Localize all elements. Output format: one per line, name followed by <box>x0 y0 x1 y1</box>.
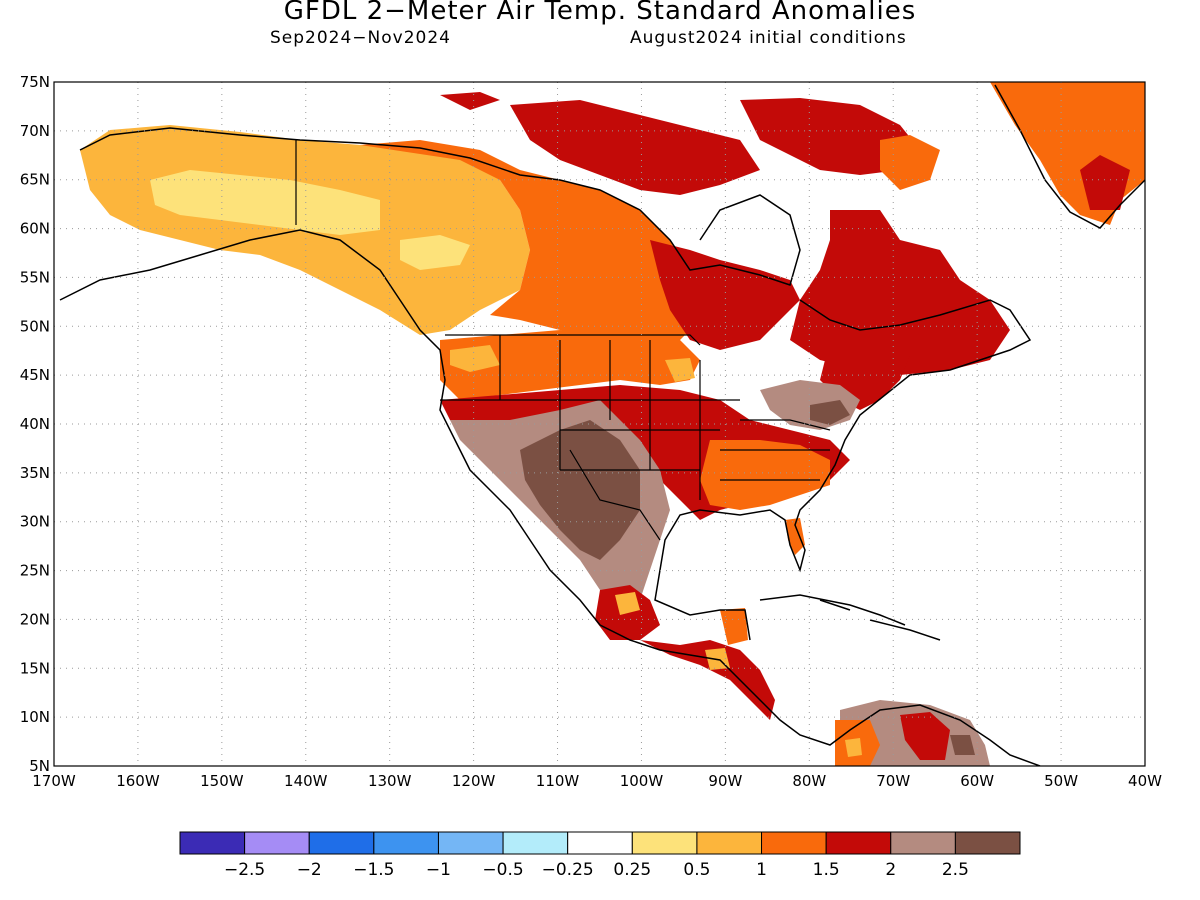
colorbar-tick-label: 2 <box>885 860 896 880</box>
lat-label: 55N <box>20 268 50 286</box>
anomaly-shading <box>80 82 1145 766</box>
colorbar-swatch <box>631 831 698 855</box>
lon-label: 120W <box>452 772 496 790</box>
colorbar-swatch <box>825 831 892 855</box>
lat-label: 30N <box>20 513 50 531</box>
colorbar-tick-label: 0.25 <box>613 860 651 880</box>
latitude-labels: 75N 70N 65N 60N 55N 50N 45N 40N 35N 30N 25N 20N 15N 1… <box>20 73 50 775</box>
colorbar-tick-label: 2.5 <box>942 860 969 880</box>
political-boundaries <box>295 140 831 541</box>
colorbar-swatch <box>954 831 1021 855</box>
lon-label: 70W <box>876 772 910 790</box>
gridlines <box>54 82 1145 766</box>
lon-label: 160W <box>116 772 160 790</box>
lat-label: 5N <box>29 757 50 775</box>
colorbar-tick-label: −2 <box>297 860 322 880</box>
colorbar-swatch <box>890 831 956 855</box>
initial-conditions-label: August2024 initial conditions <box>630 28 907 48</box>
colorbar-tick-labels: −2.5 −2 −1.5 −1 −0.5 −0.25 0.25 0.5 1 1.5 2 2.5 <box>224 860 969 880</box>
lon-label: 110W <box>536 772 580 790</box>
map-title: GFDL 2−Meter Air Temp. Standard Anomalie… <box>283 0 917 26</box>
lon-label: 50W <box>1044 772 1078 790</box>
colorbar-swatch <box>244 831 310 855</box>
lon-label: 100W <box>620 772 664 790</box>
colorbar-swatch <box>696 831 763 855</box>
lat-label: 75N <box>20 73 50 91</box>
lat-label: 45N <box>20 366 50 384</box>
colorbar-swatch <box>567 831 633 855</box>
lon-label: 150W <box>200 772 244 790</box>
lon-label: 80W <box>792 772 826 790</box>
colorbar-tick-label: −1 <box>426 860 451 880</box>
lat-label: 70N <box>20 122 50 140</box>
colorbar-tick-label: 0.5 <box>683 860 710 880</box>
colorbar-swatch <box>502 831 569 855</box>
colorbar-tick-label: −0.5 <box>482 860 523 880</box>
lat-label: 50N <box>20 317 50 335</box>
lat-label: 35N <box>20 464 50 482</box>
lat-label: 10N <box>20 708 50 726</box>
colorbar-tick-label: −2.5 <box>224 860 265 880</box>
lon-label: 40W <box>1128 772 1162 790</box>
forecast-period: Sep2024−Nov2024 <box>270 28 451 48</box>
lat-label: 65N <box>20 171 50 189</box>
lat-label: 15N <box>20 659 50 677</box>
colorbar-swatch <box>308 831 375 855</box>
lon-label: 90W <box>708 772 742 790</box>
coastlines <box>59 84 1145 766</box>
lon-label: 60W <box>960 772 994 790</box>
colorbar-swatch <box>373 831 439 855</box>
colorbar-tick-label: 1 <box>756 860 767 880</box>
colorbar-swatch <box>437 831 504 855</box>
longitude-labels: 170W 160W 150W 140W 130W 120W 110W 100W 90W 80W 70… <box>32 772 1162 790</box>
lon-label: 140W <box>284 772 328 790</box>
lon-label: 130W <box>368 772 412 790</box>
colorbar-tick-label: 1.5 <box>813 860 840 880</box>
colorbar-tick-label: −0.25 <box>542 860 594 880</box>
colorbar-swatch <box>761 831 827 855</box>
colorbar <box>179 831 1021 855</box>
lon-label: 170W <box>32 772 76 790</box>
lat-label: 25N <box>20 562 50 580</box>
map-frame <box>53 81 1146 767</box>
colorbar-swatch <box>179 831 246 855</box>
colorbar-tick-label: −1.5 <box>353 860 394 880</box>
lat-label: 20N <box>20 610 50 628</box>
lat-label: 40N <box>20 415 50 433</box>
lat-label: 60N <box>20 220 50 238</box>
